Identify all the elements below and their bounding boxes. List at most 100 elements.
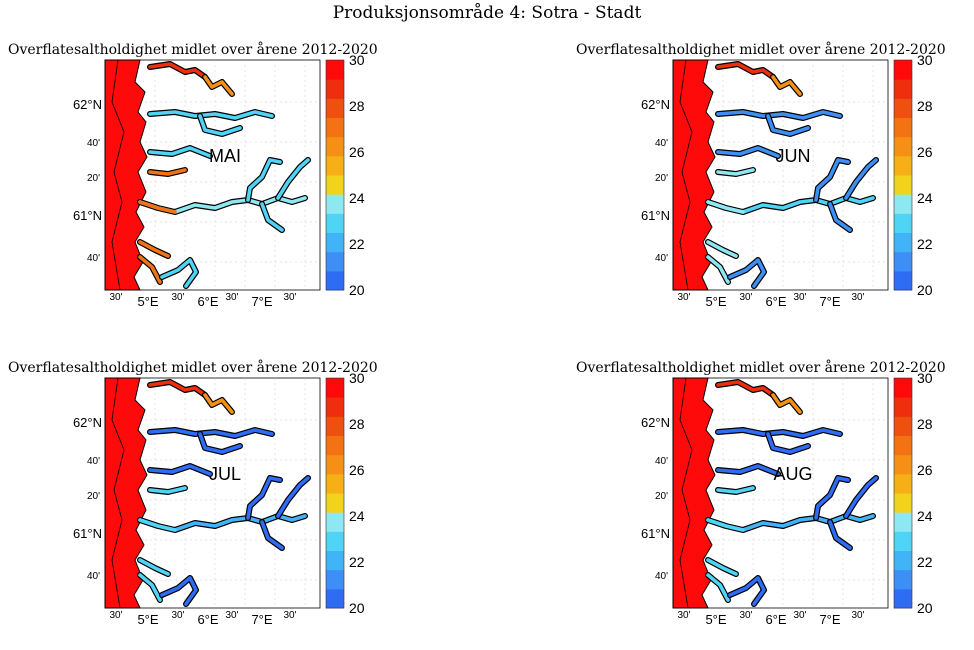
colorbar-step [894, 251, 912, 272]
fjord-mid2 [148, 486, 187, 494]
colorbar-step [894, 550, 912, 571]
colorbar-step [326, 270, 344, 291]
colorbar-tick-label: 22 [917, 236, 933, 252]
colorbar-tick-label: 20 [917, 282, 933, 298]
salinity-map: 62°N 40' 20' 61°N 40' 30' 5°E 30' 6°E 30' 7°E 30' AU… [641, 370, 933, 627]
lon-label: 7°E [251, 294, 272, 309]
fjord-sogne-b1 [828, 520, 852, 550]
colorbar-step [326, 512, 344, 532]
colorbar-tick-label: 28 [349, 416, 365, 432]
fjord-sogne-b2 [844, 158, 878, 200]
colorbar-tick-label: 24 [917, 190, 933, 206]
fjord-north-top [148, 380, 207, 397]
fjord-sogne-b3 [246, 158, 282, 202]
fjord-nordfjord-b [198, 432, 242, 454]
lon-label: 6°E [197, 294, 218, 309]
coastal-ocean [672, 377, 716, 609]
lon-label: 6°E [197, 612, 218, 627]
lon-label: 7°E [819, 612, 840, 627]
colorbar-step [894, 136, 912, 157]
colorbar-step [326, 60, 344, 80]
colorbar: 30 28 26 24 22 20 [325, 370, 365, 616]
lat-label: 61°N [73, 208, 102, 223]
colorbar-step [326, 251, 344, 272]
colorbar-tick-label: 28 [349, 98, 365, 114]
sogne-mouth [138, 518, 177, 532]
colorbar-tick-label: 26 [349, 462, 365, 478]
fjord-sogne-b2 [276, 476, 310, 518]
colorbar-step [894, 232, 912, 253]
sogne-mouth [706, 200, 745, 214]
colorbar-step [326, 155, 344, 176]
colorbar-step [326, 569, 344, 590]
colorbar-tick-label: 22 [349, 236, 365, 252]
colorbar-tick-label: 20 [917, 600, 933, 616]
fjord-nordfjord-b [766, 114, 810, 136]
colorbar-step [326, 588, 344, 609]
colorbar-step [326, 454, 344, 475]
colorbar-step [894, 397, 912, 417]
lon-label: 30' [109, 610, 122, 621]
panel-title: Overflatesaltholdighet midlet over årene… [8, 42, 378, 58]
colorbar-step [326, 531, 344, 551]
lon-label: 5°E [705, 294, 726, 309]
lat-label: 40' [87, 456, 100, 467]
fjord-north-inner [771, 393, 802, 414]
fjord-sogne-b3 [814, 476, 850, 520]
colorbar-step [326, 397, 344, 417]
colorbar-step [894, 378, 912, 398]
lat-label: 62°N [73, 97, 102, 112]
colorbar-step [894, 175, 912, 195]
colorbar-tick-label: 26 [917, 144, 933, 160]
salinity-map: 62°N 40' 20' 61°N 40' 30' 5°E 30' 6°E 30' 7°E 30' JU… [641, 52, 933, 309]
coastal-ocean [672, 59, 716, 291]
fjord-south2 [138, 255, 162, 284]
panel-title: Overflatesaltholdighet midlet over årene… [8, 360, 378, 376]
lon-label: 30' [851, 610, 864, 621]
shelf-line [111, 377, 125, 609]
colorbar-step [326, 175, 344, 195]
colorbar-tick-label: 30 [349, 370, 365, 386]
lon-label: 30' [851, 292, 864, 303]
fjord-north-top [148, 62, 207, 79]
lat-label: 20' [87, 173, 100, 184]
fjord-south1 [706, 558, 738, 576]
colorbar-step [326, 194, 344, 214]
colorbar-step [894, 79, 912, 99]
map-panel-mai: Overflatesaltholdighet midlet over årene… [0, 42, 480, 332]
fjord-south1 [706, 240, 738, 258]
fjord-mid [148, 146, 212, 158]
lon-label: 7°E [251, 612, 272, 627]
month-label: MAI [209, 146, 241, 166]
lat-label: 20' [655, 173, 668, 184]
lat-label: 40' [87, 138, 100, 149]
fjord-nordfjord-b [198, 114, 242, 136]
fjord-sogne-b3 [814, 158, 850, 202]
lon-label: 30' [739, 610, 752, 621]
fjord-mid [148, 464, 212, 476]
colorbar-step [326, 117, 344, 138]
colorbar-step [894, 588, 912, 609]
fjord-mid2 [716, 486, 755, 494]
shelf-line [679, 59, 693, 291]
lon-label: 5°E [137, 612, 158, 627]
colorbar-step [894, 416, 912, 436]
lat-label: 40' [655, 456, 668, 467]
colorbar-step [326, 435, 344, 456]
fjord-nordfjord [716, 110, 842, 120]
lon-label: 30' [283, 610, 296, 621]
salinity-map: 62°N 40' 20' 61°N 40' 30' 5°E 30' 6°E 30' 7°E 30' JU… [73, 370, 365, 627]
fjord-mid2 [716, 168, 755, 176]
fjord-south1 [138, 240, 170, 258]
colorbar-step [894, 117, 912, 138]
map-panel-jul: Overflatesaltholdighet midlet over årene… [0, 360, 480, 650]
fjord-sogne-b1 [828, 202, 852, 232]
colorbar: 30 28 26 24 22 20 [893, 52, 933, 298]
lon-label: 30' [793, 292, 806, 303]
colorbar-tick-label: 30 [349, 52, 365, 68]
lon-label: 30' [225, 292, 238, 303]
lat-label: 40' [87, 571, 100, 582]
colorbar-step [326, 213, 344, 233]
fjord-sogne-b1 [260, 202, 284, 232]
colorbar-step [894, 512, 912, 532]
